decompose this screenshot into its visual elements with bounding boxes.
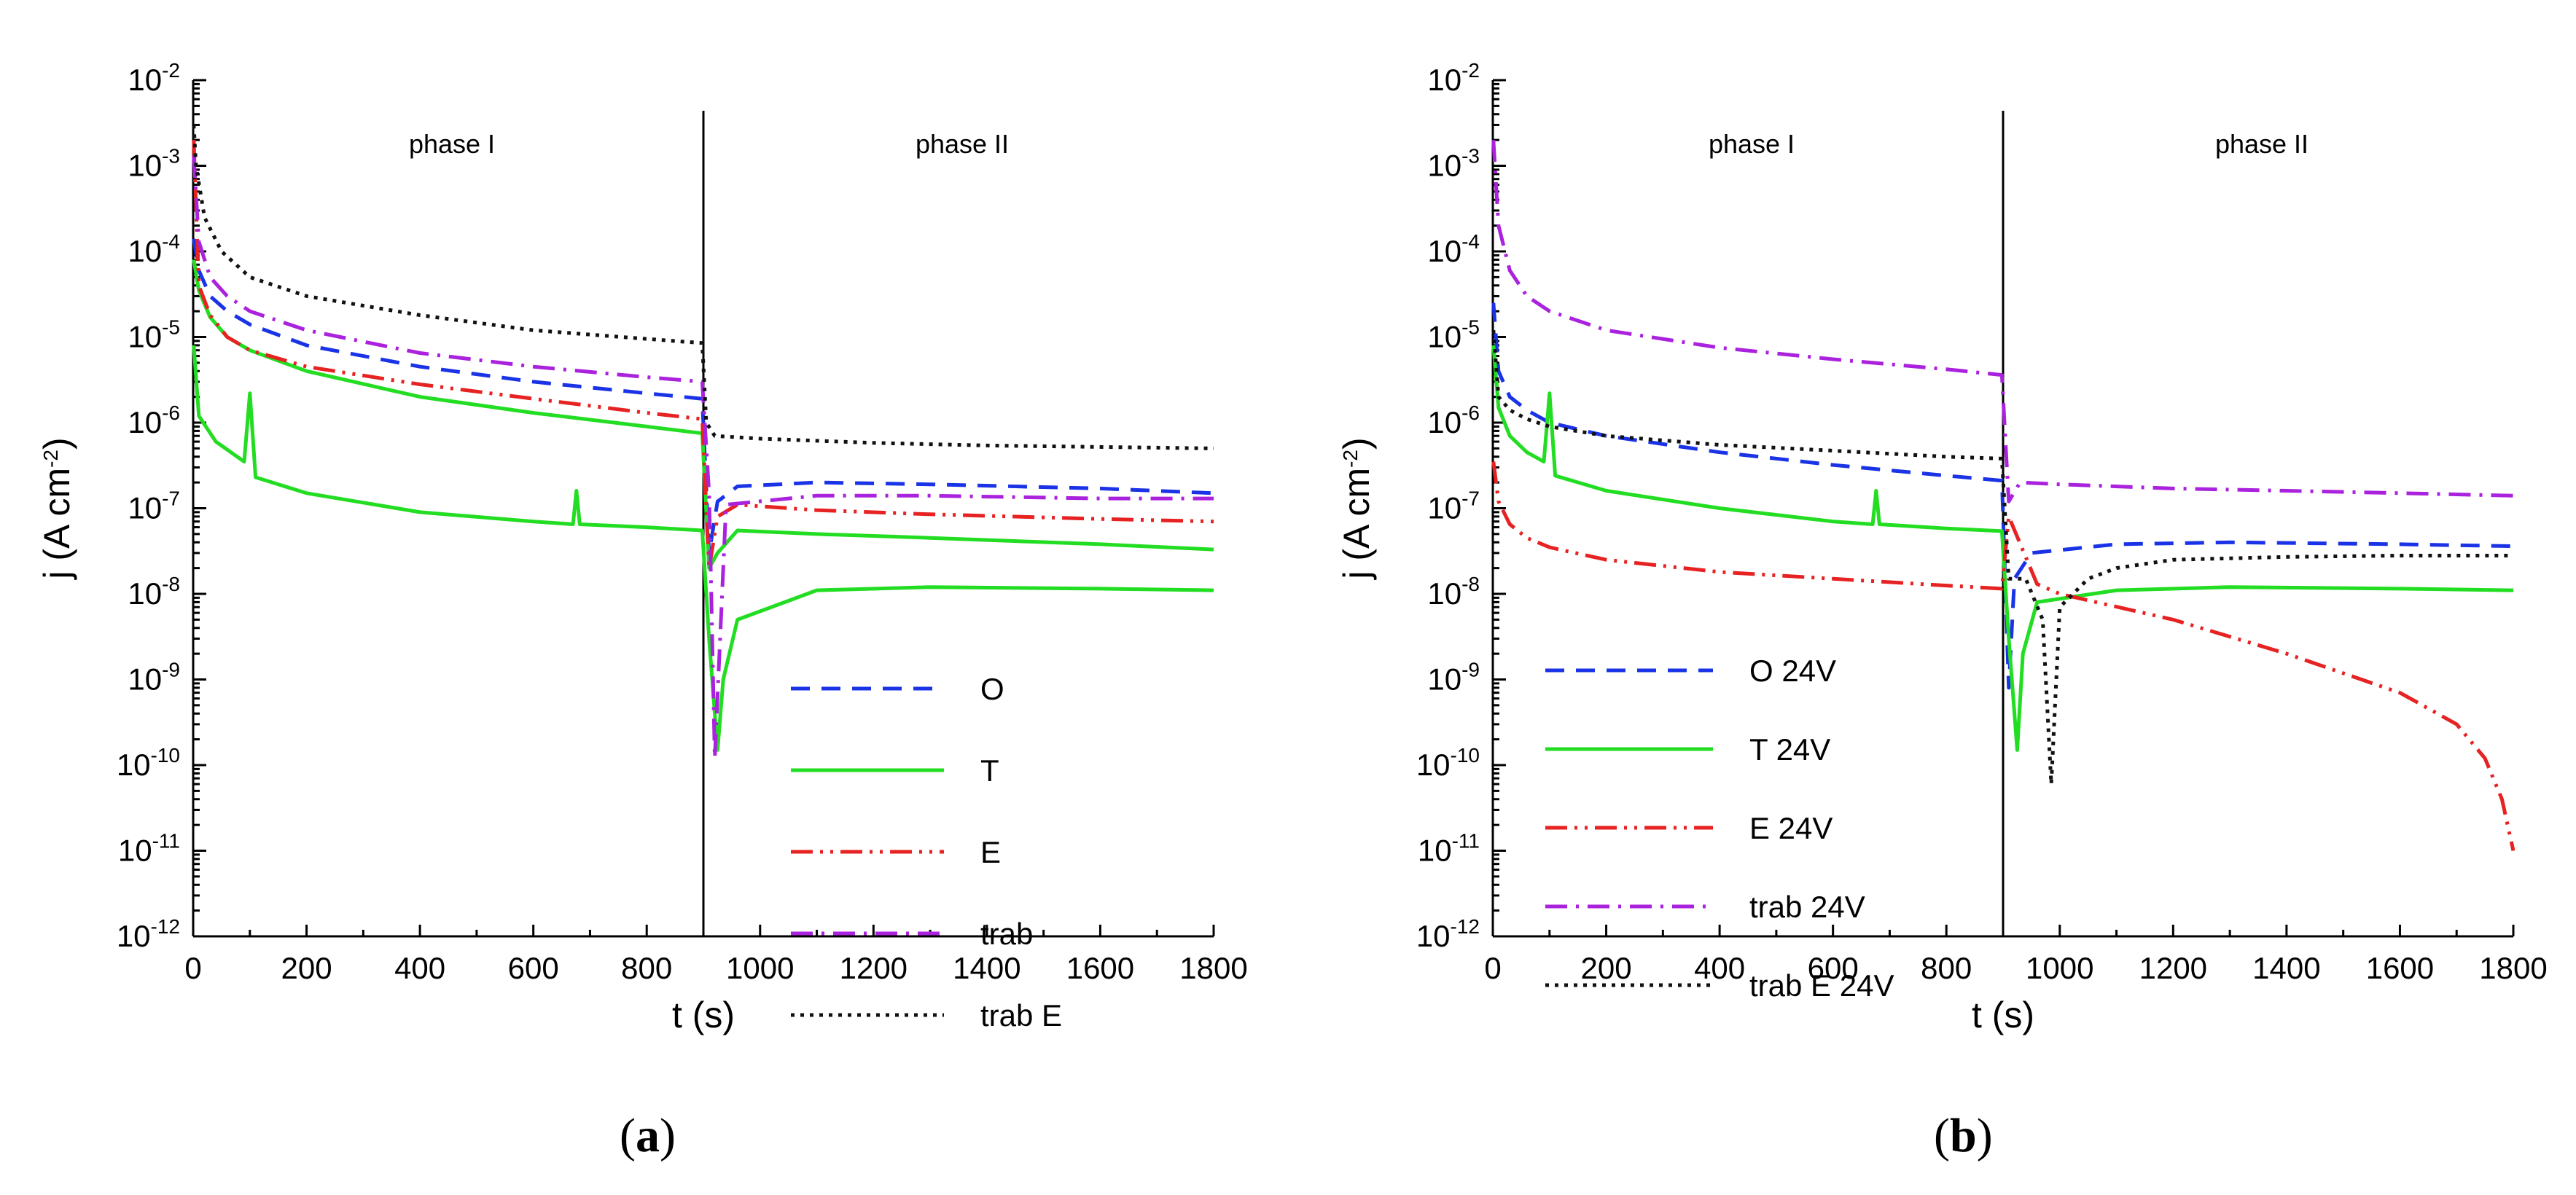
- phase-label: phase I: [1709, 129, 1795, 159]
- x-tick-label: 400: [1694, 951, 1745, 985]
- legend-label: T: [980, 753, 999, 788]
- legend-label: O: [980, 672, 1004, 706]
- series-line-t-24v: [1491, 345, 2514, 752]
- y-tick-label: 10-7: [1427, 487, 1480, 525]
- y-axis-label: j (A cm-2): [36, 437, 77, 580]
- x-tick-label: 800: [621, 951, 672, 985]
- panel-label: (a): [620, 1109, 676, 1162]
- chart-panel-b: phase I phase II 0 200 400 600 800 1000 1200 1400…: [1336, 59, 2548, 1162]
- legend-label: trab E 24V: [1749, 968, 1894, 1003]
- y-axis-label: j (A cm-2): [1336, 437, 1377, 580]
- y-tick-label: 10-10: [117, 744, 180, 782]
- x-tick-label: 0: [1484, 951, 1501, 985]
- y-tick-label: 10-12: [1416, 915, 1480, 953]
- x-axis-label: t (s): [672, 995, 735, 1035]
- x-axis-label: t (s): [1972, 995, 2034, 1035]
- legend-label: T 24V: [1749, 732, 1830, 767]
- x-tick-label: 600: [1808, 951, 1859, 985]
- x-tick-label: 1600: [1066, 951, 1134, 985]
- x-tick-label: 600: [508, 951, 559, 985]
- y-tick-label: 10-9: [1427, 659, 1480, 697]
- phase-label: phase I: [409, 129, 495, 159]
- y-tick-label: 10-12: [117, 915, 180, 953]
- x-tick-label: 1200: [840, 951, 908, 985]
- y-tick-label: 10-3: [1427, 145, 1480, 183]
- y-tick-label: 10-6: [1427, 401, 1480, 439]
- y-tick-label: 10-9: [128, 659, 180, 697]
- x-tick-label: 1800: [2479, 951, 2547, 985]
- y-tick-label: 10-2: [128, 59, 180, 97]
- series-line-trab-e: [192, 125, 1214, 450]
- y-tick-label: 10-8: [1427, 573, 1480, 611]
- x-tick-label: 200: [1581, 951, 1632, 985]
- legend-label: E 24V: [1749, 811, 1833, 845]
- series-line-o: [192, 238, 1214, 555]
- y-tick-label: 10-8: [128, 573, 180, 611]
- x-tick-label: 1400: [953, 951, 1020, 985]
- x-tick-label: 1000: [2026, 951, 2093, 985]
- x-tick-label: 1400: [2252, 951, 2320, 985]
- x-tick-label: 400: [394, 951, 445, 985]
- series-line-trab-e-24v: [1491, 330, 2513, 786]
- legend: O 24V T 24V E 24V trab 24V trab E 24V: [1545, 654, 1894, 1003]
- phase-label: phase II: [916, 129, 1009, 159]
- y-tick-label: 10-5: [1427, 316, 1480, 354]
- y-tick-label: 10-11: [118, 830, 180, 868]
- phase-label: phase II: [2215, 129, 2308, 159]
- series-line-t: [192, 259, 1214, 571]
- y-tick-label: 10-3: [128, 145, 180, 183]
- y-tick-label: 10-5: [128, 316, 180, 354]
- x-tick-label: 0: [184, 951, 201, 985]
- panel-label: (b): [1934, 1109, 1993, 1162]
- y-tick-label: 10-2: [1427, 59, 1480, 97]
- x-tick-label: 200: [281, 951, 332, 985]
- x-tick-label: 1800: [1179, 951, 1247, 985]
- y-tick-label: 10-4: [128, 230, 180, 268]
- series-line-e-24v: [1491, 461, 2515, 852]
- series-line-trab: [192, 155, 1214, 761]
- y-tick-label: 10-10: [1416, 744, 1480, 782]
- x-tick-label: 1000: [726, 951, 794, 985]
- legend-label: trab E: [980, 998, 1062, 1033]
- x-tick-label: 800: [1921, 951, 1972, 985]
- legend-label: E: [980, 835, 1001, 869]
- x-tick-label: 1200: [2139, 951, 2207, 985]
- legend-label: O 24V: [1749, 654, 1836, 688]
- series-line-trab-24v: [1491, 139, 2514, 504]
- y-tick-label: 10-11: [1418, 830, 1480, 868]
- y-tick-label: 10-7: [128, 487, 180, 525]
- chart-panel-a: phase I phase II 0 200 400 600 800 1000 1200 1400…: [36, 59, 1248, 1162]
- x-tick-label: 1600: [2366, 951, 2434, 985]
- legend-label: trab 24V: [1749, 890, 1865, 924]
- series-line-e: [192, 140, 1214, 571]
- series-line-t: [192, 345, 1214, 752]
- y-tick-label: 10-6: [128, 401, 180, 439]
- legend-label: trab: [980, 917, 1033, 951]
- y-tick-label: 10-4: [1427, 230, 1480, 268]
